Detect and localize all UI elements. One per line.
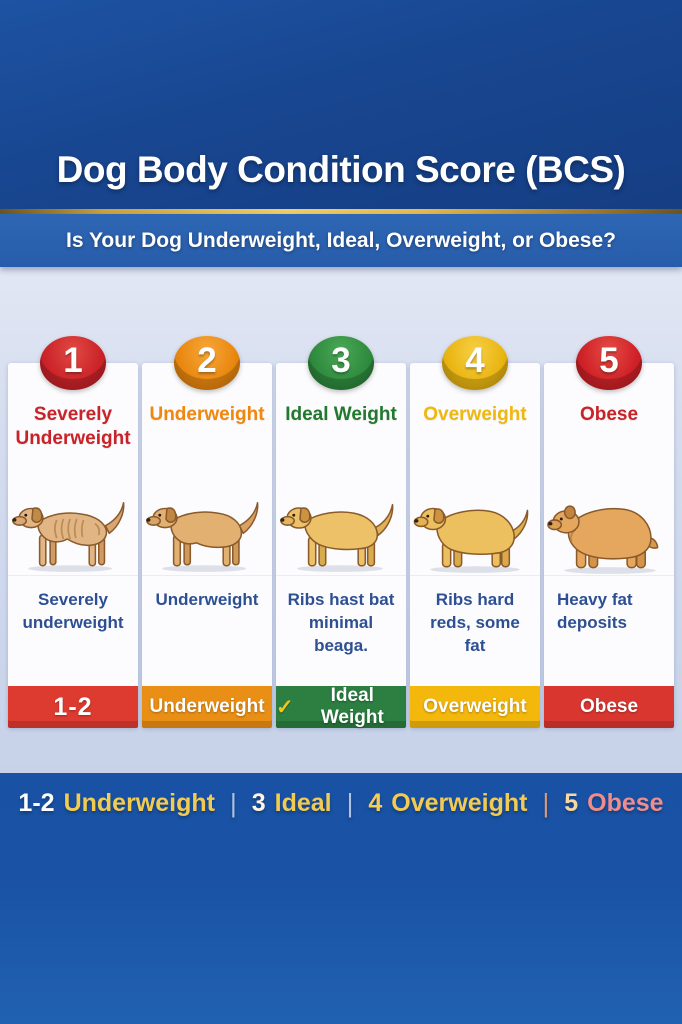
overweight-dog-illustration [413, 507, 529, 573]
score-badge-3: 3 [308, 336, 374, 390]
score-number: 2 [197, 340, 217, 380]
bar-label: 1-2 [53, 692, 93, 721]
page-subtitle: Is Your Dog Underweight, Ideal, Overweig… [66, 228, 616, 252]
bar-label: Overweight [423, 696, 527, 717]
card-description: Ribs hard reds, some fat [410, 575, 540, 686]
bar-label: Ideal Weight [320, 685, 384, 728]
legend-row: 1-2 Underweight | 3 Ideal | 4 Overweight… [0, 788, 682, 819]
dog-area [544, 463, 674, 575]
emaciated-dog-illustration [12, 502, 125, 572]
legend-item-overweight: 4 Overweight [368, 789, 527, 818]
card-heading: Ideal Weight [285, 404, 397, 425]
check-icon: ✓ [276, 695, 294, 719]
card-description: Heavy fat deposits [544, 575, 674, 686]
legend-label: Overweight [391, 789, 528, 817]
score-number: 1 [63, 340, 83, 380]
gold-divider [0, 209, 682, 214]
legend-separator: | [346, 788, 354, 818]
score-range-bar-1: 1-2 [8, 686, 138, 728]
card-heading: Underweight [149, 404, 265, 425]
legend-separator: | [542, 788, 550, 818]
legend-number: 5 [564, 789, 579, 817]
bar-label: Underweight [149, 696, 265, 717]
score-card-5: 5 Obese [544, 336, 674, 728]
score-number: 3 [331, 340, 351, 380]
thin-dog-illustration [146, 502, 259, 572]
score-number: 4 [465, 340, 485, 380]
ideal-dog-illustration [280, 503, 394, 572]
score-card-3: 3 Ideal Weight [276, 336, 406, 728]
legend-label: Obese [587, 789, 664, 817]
score-card-1: 1 Severely Underweight [8, 336, 138, 728]
card-description: Ribs hast bat minimal beaga. [276, 575, 406, 686]
dog-area [8, 463, 138, 575]
score-board: 1 Severely Underweight [0, 267, 682, 773]
score-badge-1: 1 [40, 336, 106, 390]
legend-label: Underweight [63, 789, 215, 817]
score-card-4: 4 Overweight [410, 336, 540, 728]
score-badge-2: 2 [174, 336, 240, 390]
card-heading: Severely Underweight [15, 404, 131, 449]
legend-band: 1-2 Underweight | 3 Ideal | 4 Overweight… [0, 773, 682, 1024]
card-description: Underweight [142, 575, 272, 686]
card-description: Severely underweight [8, 575, 138, 686]
dog-area [410, 463, 540, 575]
legend-item-obese: 5 Obese [564, 789, 663, 818]
score-card-2: 2 Underweight [142, 336, 272, 728]
score-range-bar-3: ✓ Ideal Weight [276, 685, 406, 728]
score-badge-5: 5 [576, 336, 642, 390]
card-heading: Overweight [423, 404, 527, 425]
legend-separator: | [229, 788, 237, 818]
legend-item-ideal: 3 Ideal [252, 789, 332, 818]
legend-number: 1-2 [18, 789, 55, 817]
score-range-bar-5: Obese [544, 686, 674, 728]
score-number: 5 [599, 340, 619, 380]
dog-area [142, 463, 272, 575]
obese-dog-illustration [547, 505, 659, 574]
legend-label: Ideal [274, 789, 332, 817]
subtitle-band: Is Your Dog Underweight, Ideal, Overweig… [0, 214, 682, 267]
bar-label: Obese [579, 696, 639, 717]
score-range-bar-4: Overweight [410, 686, 540, 728]
legend-number: 3 [251, 789, 266, 817]
score-cards-row: 1 Severely Underweight [0, 336, 682, 728]
score-badge-4: 4 [442, 336, 508, 390]
page-title: Dog Body Condition Score (BCS) [56, 149, 626, 190]
card-heading: Obese [579, 404, 639, 425]
legend-number: 4 [368, 789, 383, 817]
dog-area [276, 463, 406, 575]
legend-item-underweight: 1-2 Underweight [18, 789, 215, 818]
header: Dog Body Condition Score (BCS) [0, 0, 682, 209]
score-range-bar-2: Underweight [142, 686, 272, 728]
